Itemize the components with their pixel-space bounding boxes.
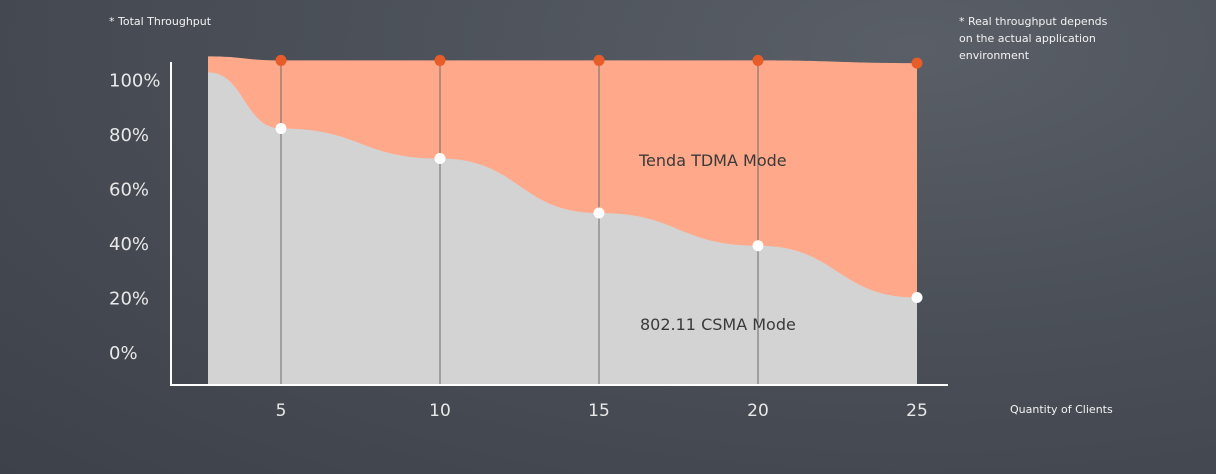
tdma-point <box>752 54 764 66</box>
x-axis-title: Quantity of Clients <box>1010 403 1113 416</box>
tdma-point <box>593 54 605 66</box>
x-tick-label: 25 <box>906 401 928 421</box>
tdma-point <box>275 54 287 66</box>
tdma-point <box>911 57 923 69</box>
real-throughput-note-line3: environment <box>959 49 1030 62</box>
y-tick-label: 80% <box>109 125 149 146</box>
x-tick-label: 10 <box>429 401 451 421</box>
real-throughput-note: * Real throughput depends on the actual … <box>959 13 1119 64</box>
x-tick-label: 5 <box>276 401 287 421</box>
total-throughput-note: * Total Throughput <box>109 15 212 28</box>
csma-point <box>911 292 923 303</box>
y-tick-label: 0% <box>109 343 138 364</box>
y-tick-label: 20% <box>109 289 149 310</box>
real-throughput-note-line2: on the actual application <box>959 32 1096 45</box>
x-tick-label: 15 <box>588 401 610 421</box>
real-throughput-note-line1: * Real throughput depends <box>959 15 1108 28</box>
tdma-series-label: Tenda TDMA Mode <box>638 151 787 170</box>
csma-area <box>208 72 917 386</box>
y-tick-label: 100% <box>109 71 160 92</box>
csma-point <box>275 123 287 135</box>
csma-point <box>752 240 764 252</box>
x-tick-label: 20 <box>747 401 769 421</box>
csma-point <box>434 153 446 165</box>
csma-point <box>593 207 605 219</box>
y-tick-label: 40% <box>109 234 149 255</box>
csma-series-label: 802.11 CSMA Mode <box>640 315 796 334</box>
tdma-point <box>434 54 446 66</box>
y-tick-label: 60% <box>109 180 149 201</box>
